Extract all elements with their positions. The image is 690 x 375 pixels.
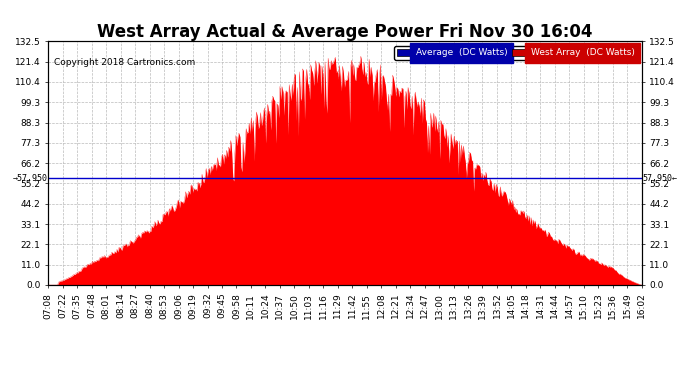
Legend: Average  (DC Watts), West Array  (DC Watts): Average (DC Watts), West Array (DC Watts… [394,46,637,60]
Title: West Array Actual & Average Power Fri Nov 30 16:04: West Array Actual & Average Power Fri No… [97,23,593,41]
Text: 57,950←: 57,950← [642,174,678,183]
Text: Copyright 2018 Cartronics.com: Copyright 2018 Cartronics.com [55,58,195,68]
Text: →57,950: →57,950 [12,174,48,183]
